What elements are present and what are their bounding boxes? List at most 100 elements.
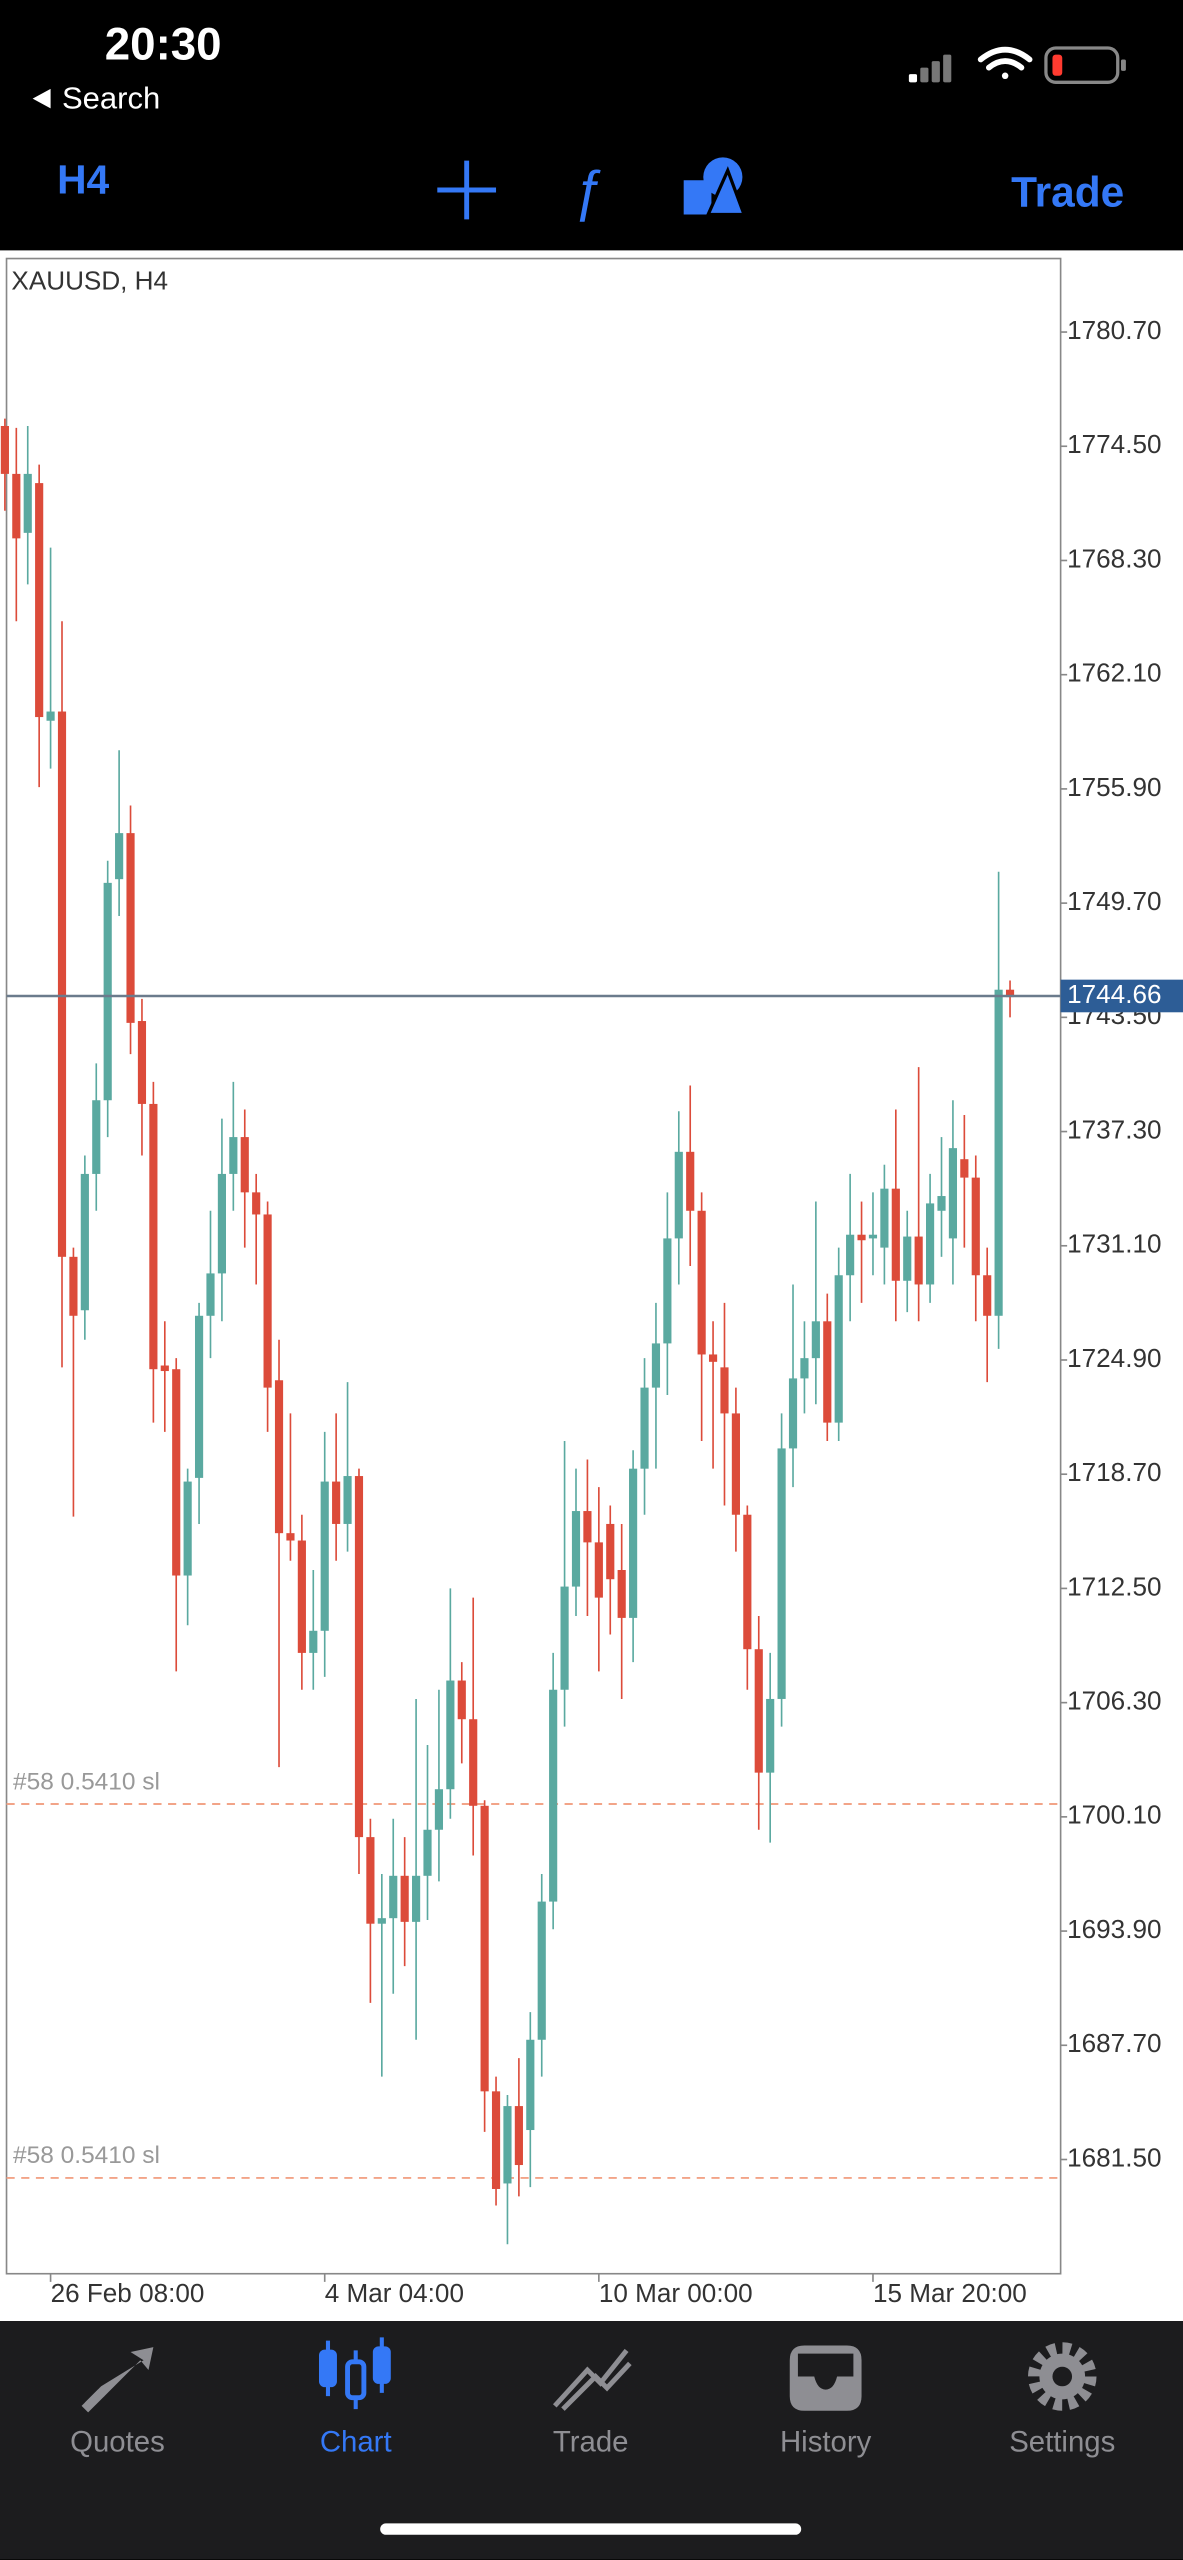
candle-body [92, 1100, 101, 1174]
candle-body [23, 473, 32, 533]
y-tick-label: 1737.30 [1067, 1114, 1161, 1144]
candle-body [606, 1523, 615, 1580]
candle-body [149, 1103, 158, 1370]
candle-body [229, 1137, 238, 1174]
candle-body [994, 989, 1003, 1316]
chart-icon [319, 2337, 391, 2410]
y-tick-label: 1718.70 [1067, 1457, 1161, 1487]
clock: 20:30 [105, 18, 222, 69]
crosshair-button[interactable] [437, 160, 497, 220]
order-label: #58 0.5410 sl [13, 1768, 160, 1795]
candle-body [1005, 989, 1015, 998]
candle-body [983, 1275, 992, 1316]
history-icon [789, 2345, 862, 2411]
candle-body [183, 1481, 192, 1576]
candle-body [103, 882, 112, 1101]
candle-body [320, 1481, 329, 1631]
tab-label[interactable]: Quotes [70, 2426, 165, 2459]
tab-label[interactable]: Settings [1009, 2426, 1115, 2459]
candle-body [914, 1236, 923, 1285]
candle-body [629, 1468, 638, 1618]
candle-body [754, 1649, 763, 1773]
timeframe-button[interactable]: H4 [57, 156, 109, 202]
tab-label[interactable]: Trade [553, 2426, 629, 2459]
candle-body [960, 1159, 969, 1178]
candle-body [823, 1321, 832, 1423]
candle-body [800, 1358, 809, 1379]
back-arrow[interactable] [32, 88, 51, 109]
candle-body [811, 1321, 820, 1359]
candle-body [514, 2106, 523, 2166]
candle-body [80, 1173, 89, 1311]
candle-body [69, 1256, 78, 1316]
candle-body [35, 483, 44, 718]
candle-body [12, 473, 21, 539]
candle-body [263, 1214, 272, 1388]
home-indicator [380, 2523, 802, 2535]
candle-body [526, 2039, 535, 2131]
candle-body [594, 1542, 603, 1598]
candle-body [412, 1875, 421, 1922]
candle-body [0, 425, 9, 474]
back-link[interactable]: Search [62, 80, 160, 115]
candle-body [217, 1173, 226, 1274]
chart-title: XAUUSD, H4 [11, 266, 168, 296]
candle-body [640, 1387, 649, 1469]
candle-body [937, 1196, 946, 1211]
y-tick-label: 1755.90 [1067, 772, 1161, 802]
candle-body [926, 1203, 935, 1285]
candle-body [115, 833, 124, 880]
candle-body [571, 1511, 581, 1587]
candle-body [651, 1343, 661, 1388]
candle-body [537, 1901, 546, 2040]
candle-body [743, 1514, 752, 1650]
candle-body [434, 1789, 444, 1830]
candle-body [846, 1234, 855, 1276]
y-tick-label: 1749.70 [1067, 886, 1161, 916]
battery [1044, 46, 1126, 84]
indicators-button[interactable]: ƒ [572, 160, 603, 223]
candle-body [857, 1234, 866, 1241]
tab-label[interactable]: History [780, 2426, 872, 2459]
x-tick-label: 10 Mar 00:00 [599, 2278, 753, 2308]
candle-body [549, 1689, 558, 1902]
candle-body [891, 1188, 900, 1281]
candle-body [503, 2106, 512, 2184]
chart-background [0, 250, 1183, 2322]
candle-body [172, 1369, 181, 1576]
candle-body [400, 1875, 409, 1922]
tab-bar [0, 2321, 1183, 2560]
tab-label[interactable]: Chart [320, 2426, 392, 2459]
candle-body [343, 1476, 352, 1524]
candle-body [480, 1805, 489, 2092]
candle-body [194, 1315, 204, 1478]
y-tick-label: 1687.70 [1067, 2028, 1161, 2058]
candle-body [948, 1148, 958, 1239]
y-tick-label: 1768.30 [1067, 543, 1161, 573]
trade-button[interactable]: Trade [1011, 168, 1124, 215]
candle-body [731, 1413, 740, 1515]
candle-body [457, 1680, 466, 1720]
candle-body [880, 1188, 889, 1248]
last-price-box [1060, 979, 1183, 1013]
candle-body [697, 1210, 706, 1355]
candle-body [868, 1234, 878, 1239]
objects-button[interactable] [683, 157, 747, 217]
candle-body [617, 1570, 626, 1618]
y-tick-label: 1731.10 [1067, 1229, 1161, 1259]
candle-body [377, 1918, 386, 1924]
candle-body [446, 1680, 455, 1790]
order-label: #58 0.5410 sl [13, 2142, 160, 2169]
candle-body [274, 1380, 284, 1534]
plot: 1780.70 1774.50 1768.30 1762.10 1755.90 1749.… [0, 315, 1183, 2308]
plot-frame [5, 257, 1062, 2275]
candle-body [708, 1354, 718, 1362]
candle-body [137, 1021, 147, 1104]
candle-body [560, 1586, 569, 1690]
candle-body [903, 1236, 912, 1281]
candle-body [777, 1448, 786, 1699]
candle-body [46, 711, 55, 721]
candle-body [286, 1533, 295, 1541]
